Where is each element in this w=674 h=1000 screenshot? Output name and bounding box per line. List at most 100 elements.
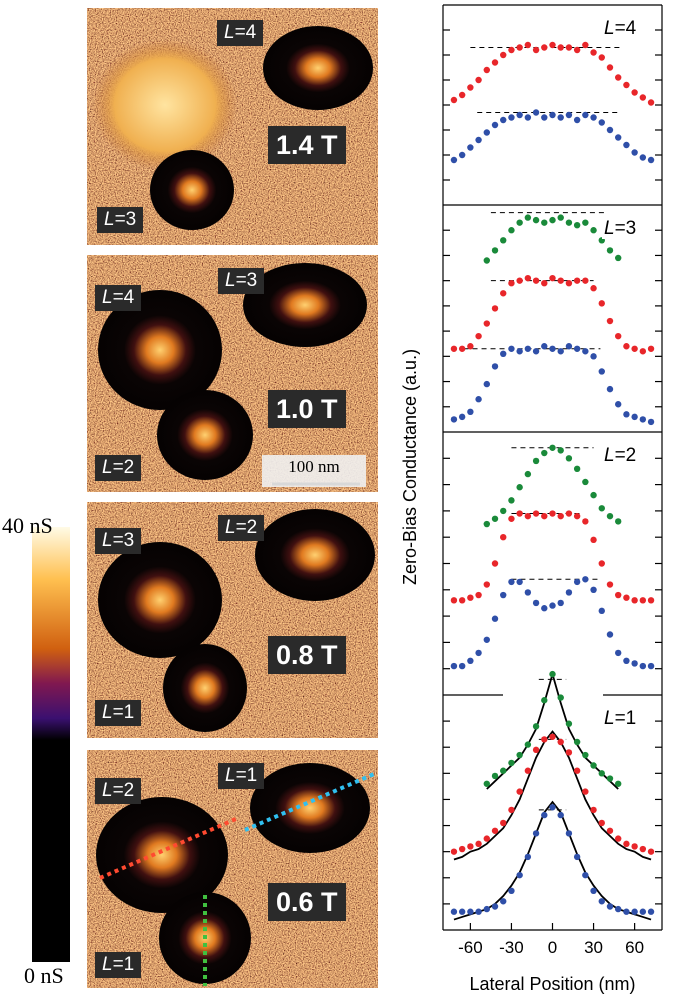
data-point: [524, 512, 532, 520]
data-point: [508, 759, 515, 767]
data-point: [500, 51, 507, 59]
data-point: [639, 662, 647, 670]
data-point: [623, 840, 630, 848]
data-point: [524, 470, 532, 478]
data-point: [598, 607, 605, 615]
data-point: [615, 905, 622, 913]
data-point: [582, 518, 589, 525]
data-point: [623, 81, 630, 89]
data-point: [615, 332, 622, 340]
x-axis-label: Lateral Position (nm): [469, 974, 635, 994]
data-point: [541, 512, 548, 520]
data-point: [491, 772, 499, 780]
data-point: [549, 274, 556, 282]
data-point: [516, 578, 523, 586]
data-point: [491, 827, 499, 834]
data-point: [639, 845, 647, 853]
data-point: [500, 290, 507, 297]
data-point: [500, 534, 507, 541]
data-point: [582, 111, 589, 119]
l-label: L=3: [218, 268, 265, 294]
data-point: [475, 332, 482, 340]
l-label: L=2: [95, 778, 142, 804]
data-point: [557, 599, 564, 607]
data-point: [647, 99, 655, 106]
data-point: [508, 279, 515, 287]
data-point: [450, 908, 458, 915]
data-point: [573, 46, 581, 54]
data-point: [524, 741, 532, 748]
data-point: [631, 908, 638, 915]
data-point: [606, 631, 614, 638]
x-tick-label: 0: [548, 938, 557, 957]
data-point: [516, 277, 523, 284]
data-point: [475, 76, 482, 84]
data-point: [557, 811, 564, 819]
field-label: 0.8 T: [268, 636, 346, 674]
data-point: [541, 736, 548, 743]
data-point: [541, 449, 548, 457]
data-point: [491, 59, 499, 66]
data-point: [508, 497, 515, 504]
dot: [263, 26, 373, 110]
data-point: [623, 411, 630, 418]
data-point: [516, 788, 523, 795]
data-point: [475, 908, 482, 915]
data-point: [623, 343, 630, 350]
data-point: [491, 903, 499, 910]
data-point: [565, 749, 573, 756]
data-point: [450, 156, 458, 164]
dot: [96, 797, 228, 913]
data-point: [524, 41, 532, 49]
data-point: [467, 144, 474, 151]
data-point: [508, 227, 515, 234]
data-point: [598, 505, 605, 512]
data-point: [508, 887, 515, 895]
field-label: 0.6 T: [268, 883, 346, 921]
data-point: [582, 576, 589, 583]
data-point: [573, 767, 581, 774]
data-point: [467, 843, 474, 850]
data-point: [467, 343, 474, 350]
data-point: [483, 835, 490, 842]
data-point: [475, 649, 482, 657]
data-point: [541, 343, 548, 350]
data-point: [606, 64, 614, 71]
data-point: [549, 41, 556, 49]
data-point: [606, 247, 614, 254]
data-point: [590, 285, 597, 292]
stm-images: [87, 8, 378, 988]
data-point: [590, 227, 597, 234]
data-point: [582, 788, 589, 795]
data-point: [557, 348, 564, 355]
data-point: [541, 44, 548, 51]
panel-label: L=4: [602, 18, 639, 39]
data-point: [458, 151, 466, 159]
data-point: [557, 114, 564, 121]
data-point: [557, 277, 564, 284]
data-point: [549, 345, 556, 352]
dot: [243, 263, 367, 347]
data-point: [606, 126, 614, 134]
data-point: [524, 767, 532, 774]
dot: [250, 763, 370, 853]
data-point: [565, 44, 573, 51]
l-label: L=4: [95, 285, 142, 311]
data-point: [516, 751, 523, 759]
data-point: [532, 277, 540, 284]
cut-line: [99, 816, 239, 880]
fit-line: [453, 800, 652, 921]
profile-chart: -60 -30 0 30 60 Lateral Position (nm) Zero-Bia…: [400, 4, 663, 994]
panel-label: L=1: [602, 708, 639, 729]
data-point: [631, 597, 638, 604]
data-point: [573, 853, 581, 861]
data-point: [557, 694, 564, 701]
data-point: [450, 597, 458, 604]
data-point: [582, 41, 589, 49]
data-point: [631, 89, 638, 96]
data-point: [590, 887, 597, 895]
data-point: [483, 129, 490, 136]
dot: [255, 509, 375, 601]
data-point: [541, 605, 548, 612]
data-point: [623, 657, 630, 665]
